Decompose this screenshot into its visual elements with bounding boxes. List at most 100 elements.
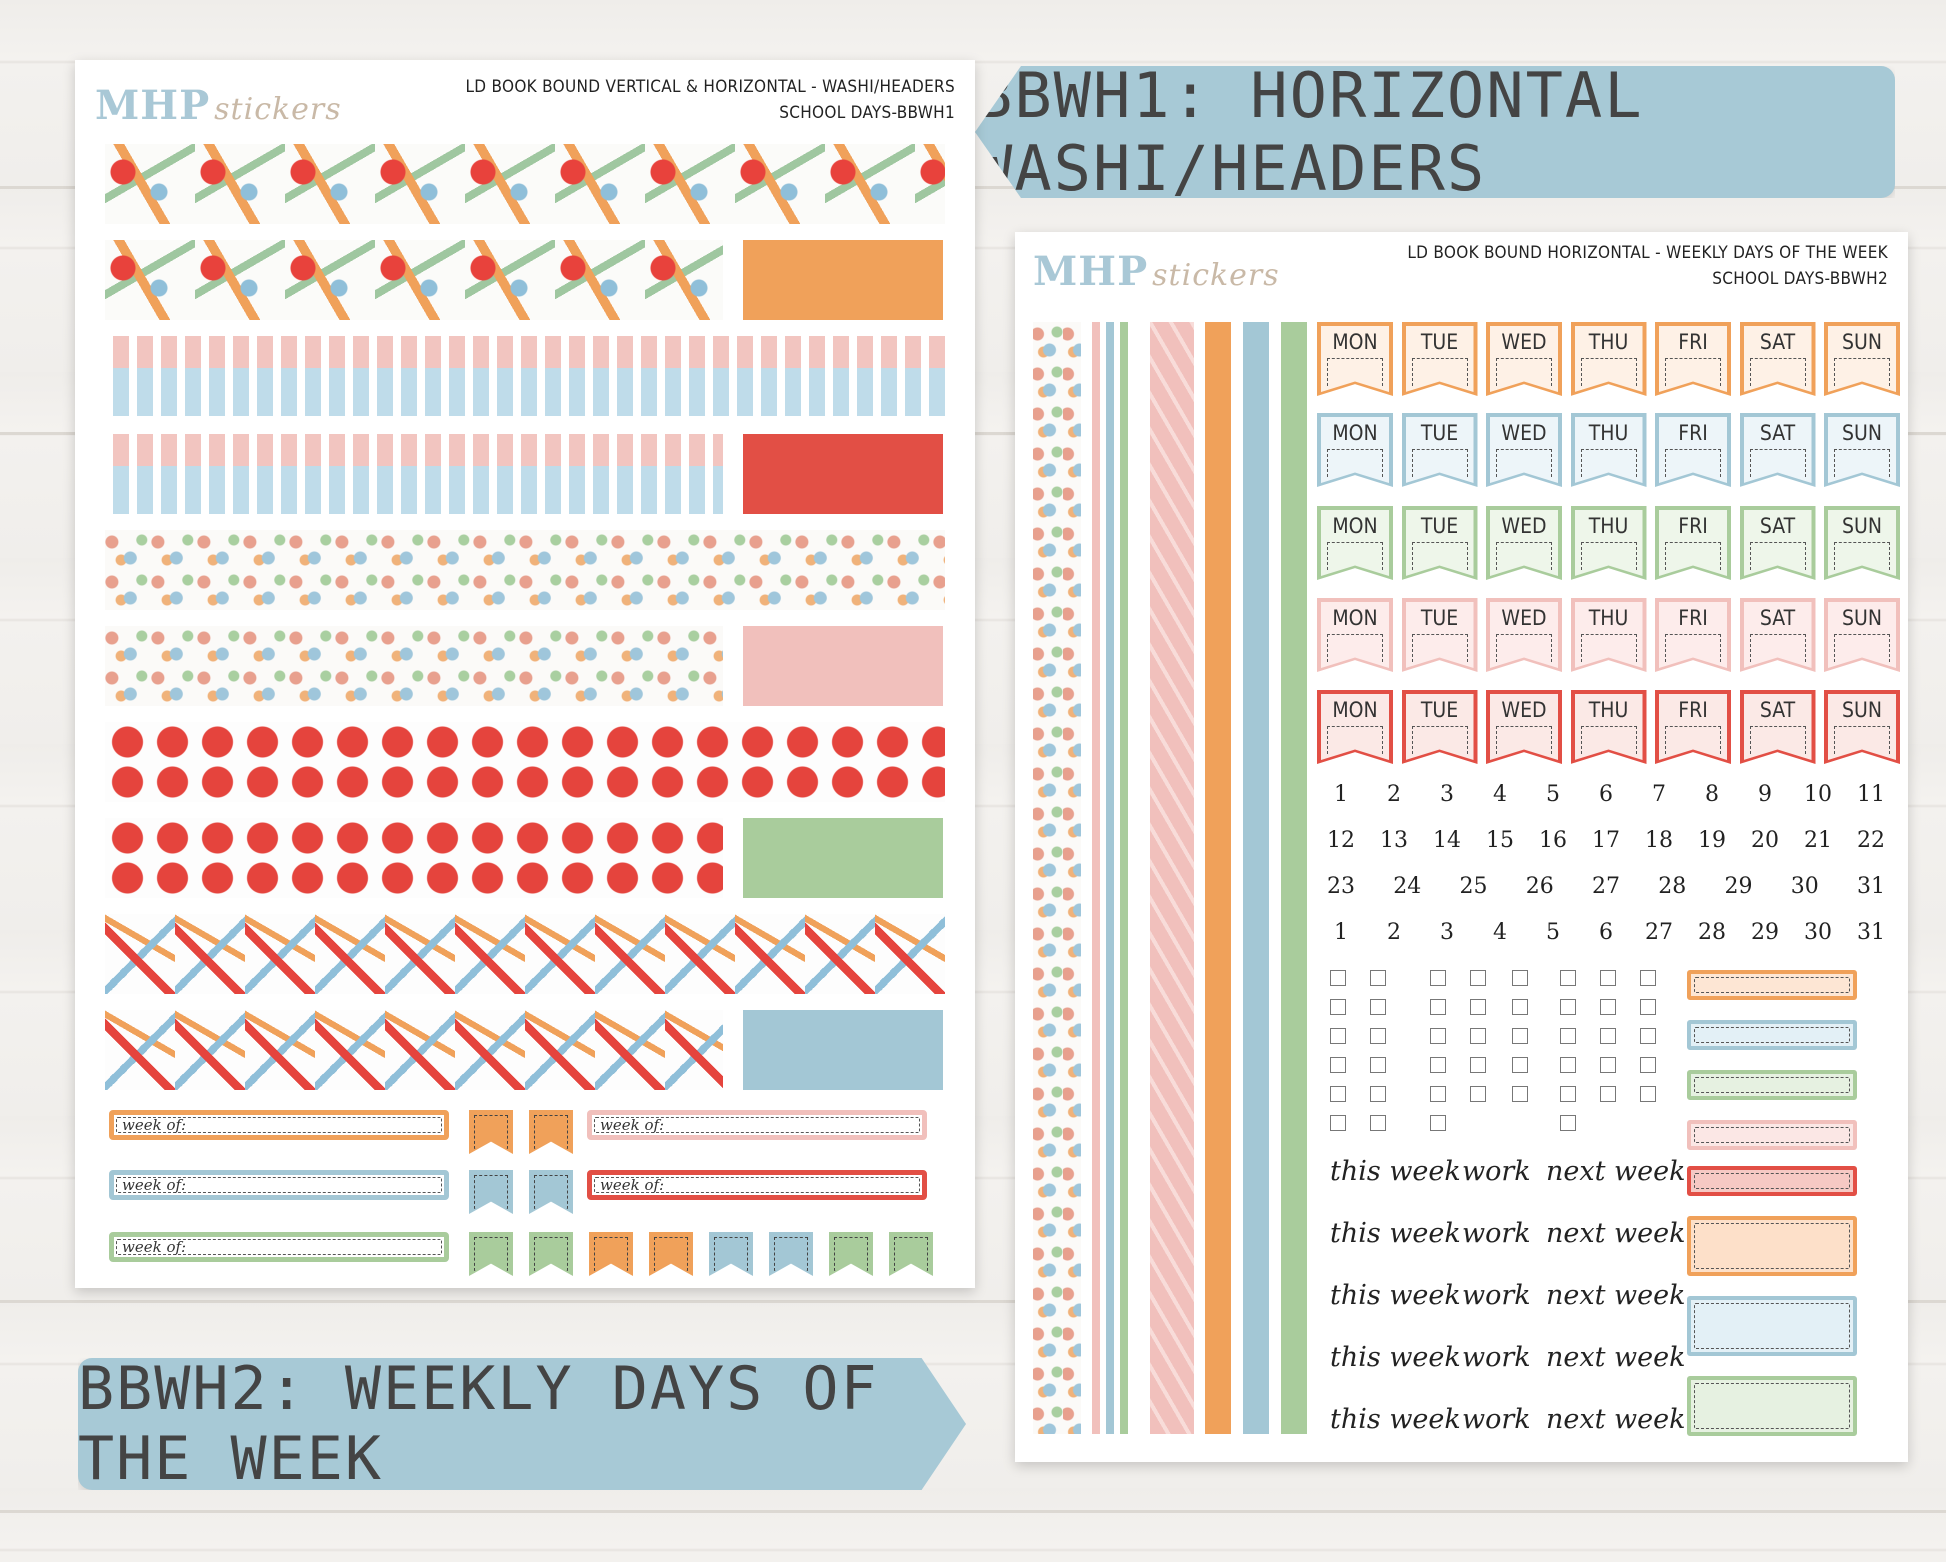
day-flag-sun: SUN [1824,506,1900,580]
day-flag-mon: MON [1317,690,1393,764]
script-word: work [1462,1218,1531,1249]
vertical-stripe-blue-wide [1243,322,1269,1434]
checkbox [1430,970,1446,986]
date-number: 1 [1334,782,1348,807]
vertical-washi-letters [1033,322,1081,1434]
date-number: 5 [1546,782,1560,807]
checkbox [1430,1028,1446,1044]
checkbox [1640,970,1656,986]
script-word: next week [1546,1342,1686,1373]
script-word: this week [1330,1342,1461,1373]
script-word: work [1462,1404,1531,1435]
day-flag-fri: FRI [1655,690,1731,764]
logo-sub: stickers [214,92,342,127]
day-label: SAT [1759,421,1796,445]
banner-bbwh2-label: BBWH2: WEEKLY DAYS OF THE WEEK [78,1354,879,1494]
sticker-sheet-bbwh1: MHP stickers LD BOOK BOUND VERTICAL & HOR… [75,60,975,1288]
date-number: 29 [1724,874,1753,899]
day-label: SAT [1759,606,1796,630]
day-flag-sun: SUN [1824,322,1900,396]
day-label: SUN [1842,514,1882,538]
date-number: 30 [1790,874,1819,899]
logo-sub: stickers [1152,258,1280,293]
script-word: next week [1546,1280,1686,1311]
checkbox [1330,1115,1346,1131]
label-box-green [1687,1376,1857,1436]
sheet-title-line1: LD BOOK BOUND VERTICAL & HORIZONTAL - WA… [465,77,955,97]
header-green [743,818,943,898]
day-flag-sun: SUN [1824,690,1900,764]
flag-orange [589,1232,633,1276]
day-label: TUE [1420,606,1459,630]
label-bar-pink [1687,1120,1857,1150]
header-blue [743,1010,943,1090]
date-number: 4 [1493,920,1507,945]
checkbox [1370,1028,1386,1044]
day-label: WED [1501,330,1547,354]
checkbox [1640,1057,1656,1073]
washi-supplies-full [105,144,945,224]
week-of-label-orange: week of: [109,1110,449,1140]
day-label: MON [1332,698,1378,722]
vertical-stripe-orange [1205,322,1231,1434]
day-label: MON [1332,330,1378,354]
script-word: next week [1546,1156,1686,1187]
flag-orange [529,1110,573,1154]
checkbox [1330,1086,1346,1102]
day-flag-fri: FRI [1655,598,1731,672]
week-of-label-red: week of: [587,1170,927,1200]
day-label: SUN [1842,698,1882,722]
sheet-title-line2: SCHOOL DAYS-BBWH1 [779,103,955,123]
day-flag-sun: SUN [1824,598,1900,672]
day-label: TUE [1420,698,1459,722]
day-label: MON [1332,421,1378,445]
date-number: 2 [1387,782,1401,807]
day-label: TUE [1420,514,1459,538]
checkbox [1560,999,1576,1015]
date-number: 22 [1857,828,1885,853]
date-number: 19 [1698,828,1726,853]
washi-pencils-full [105,914,945,994]
day-label: MON [1332,514,1378,538]
checkbox [1512,1086,1528,1102]
day-flag-tue: TUE [1401,506,1478,580]
checkbox [1560,1028,1576,1044]
date-number: 24 [1393,874,1422,899]
vertical-stripe-pink [1092,322,1100,1434]
logo-main: MHP [1033,248,1149,295]
flag-green [829,1232,873,1276]
day-label: THU [1588,330,1629,354]
checkbox [1430,1086,1446,1102]
washi-crayons-full [105,336,945,416]
date-number: 25 [1459,874,1488,899]
vertical-stripe-green-wide [1281,322,1307,1434]
checkbox [1470,1028,1486,1044]
checkbox [1370,1086,1386,1102]
checkbox [1330,970,1346,986]
date-number: 10 [1804,782,1832,807]
checkbox [1640,999,1656,1015]
date-number: 23 [1327,874,1355,899]
checkbox [1470,999,1486,1015]
week-of-label-blue: week of: [109,1170,449,1200]
date-number: 3 [1440,920,1454,945]
day-flag-thu: THU [1570,598,1647,672]
date-number: 4 [1493,782,1507,807]
script-word: this week [1330,1280,1461,1311]
vertical-stripe-green [1120,322,1128,1434]
day-flag-fri: FRI [1655,506,1731,580]
date-number: 3 [1440,782,1454,807]
day-flag-mon: MON [1317,413,1393,487]
checkbox [1560,1115,1576,1131]
checkbox [1370,970,1386,986]
date-number: 11 [1857,782,1885,807]
label-bar-orange [1687,970,1857,1000]
day-label: THU [1588,698,1629,722]
date-number: 31 [1857,920,1885,945]
date-number: 13 [1380,828,1408,853]
date-number: 16 [1539,828,1567,853]
day-label: FRI [1678,330,1708,354]
date-number: 27 [1645,920,1673,945]
date-number: 21 [1804,828,1832,853]
date-number: 18 [1645,828,1673,853]
